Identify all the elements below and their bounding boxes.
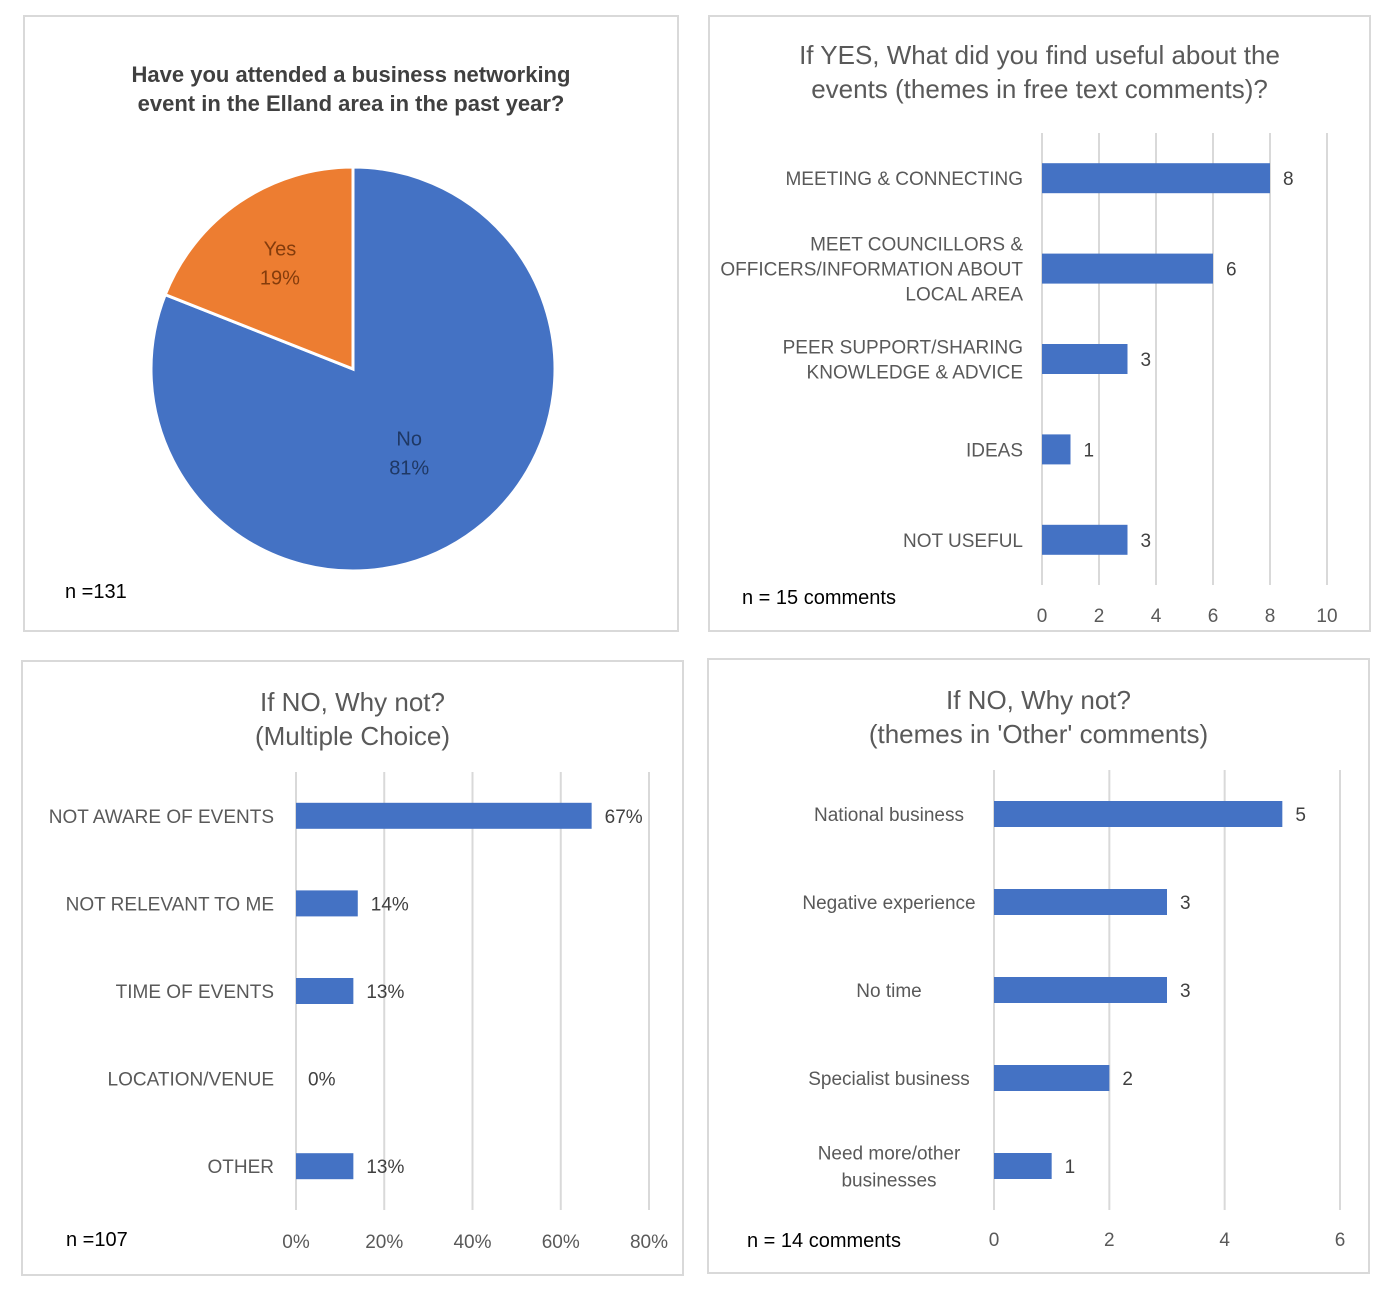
data-label: 3: [1180, 893, 1191, 914]
x-tick-label: 6: [1208, 606, 1219, 627]
category-label: MEETING & CONNECTING: [785, 169, 1023, 190]
category-label: NOT USEFUL: [903, 531, 1023, 552]
category-label: NOT AWARE OF EVENTS: [49, 807, 274, 828]
category-label: KNOWLEDGE & ADVICE: [807, 363, 1023, 384]
x-tick-label: 4: [1151, 606, 1162, 627]
x-tick-label: 10: [1316, 606, 1337, 627]
pie-label-yes: Yes: [264, 238, 297, 260]
chart-title-line-2: (Multiple Choice): [254, 720, 451, 751]
x-tick-label: 0%: [282, 1232, 310, 1253]
category-label: LOCAL AREA: [905, 285, 1023, 306]
category-label: OFFICERS/INFORMATION ABOUT: [720, 260, 1023, 281]
x-tick-label: 6: [1335, 1230, 1346, 1251]
category-label: Negative experience: [802, 893, 975, 914]
sample-size-note: n = 15 comments: [742, 587, 896, 609]
data-label: 1: [1084, 440, 1095, 461]
chart-title: If NO, Why not? (themes in 'Other' comme…: [709, 684, 1368, 752]
data-label: 8: [1283, 169, 1294, 190]
chart-title-line-2: event in the Elland area in the past yea…: [137, 90, 565, 116]
data-label: 1: [1065, 1157, 1076, 1178]
category-label: businesses: [841, 1171, 936, 1192]
x-tick-label: 0: [989, 1230, 1000, 1251]
bar: [994, 1153, 1052, 1179]
bar-chart: 0 2 4 6 5 National business 3 Negative experien…: [802, 770, 1346, 1251]
pie-value-yes: 19%: [260, 267, 300, 289]
category-label: TIME OF EVENTS: [116, 982, 274, 1003]
chart-title-line-1: If NO, Why not?: [946, 685, 1131, 715]
x-tick-label: 80%: [630, 1232, 668, 1253]
chart-title: Have you attended a business networking …: [25, 61, 677, 118]
bar: [1042, 344, 1128, 374]
bar: [1042, 253, 1213, 284]
pie-value-no: 81%: [389, 458, 429, 480]
data-label: 13%: [366, 1157, 404, 1178]
pie-slice-yes: [163, 165, 355, 372]
data-label: 14%: [371, 894, 409, 915]
bar: [1042, 434, 1071, 465]
category-label: Specialist business: [808, 1069, 970, 1090]
pie-chart: No 81% Yes 19%: [149, 165, 557, 573]
data-label: 6: [1226, 260, 1237, 281]
chart-title-line-2: events (themes in free text comments)?: [811, 73, 1268, 104]
category-label: IDEAS: [966, 440, 1023, 461]
bar-chart: 0% 20% 40% 60% 80% 67% NOT AWARE OF EVENTS 14% N…: [49, 772, 668, 1253]
chart-title-line-1: If YES, What did you find useful about t…: [799, 40, 1280, 70]
bar: [296, 802, 592, 829]
bar: [296, 890, 358, 917]
category-label: OTHER: [208, 1157, 275, 1178]
chart-title-line-2: (themes in 'Other' comments): [868, 718, 1209, 749]
x-tick-label: 0: [1037, 606, 1048, 627]
bar: [1042, 163, 1270, 194]
bar: [994, 801, 1283, 827]
bar: [994, 1065, 1110, 1091]
sample-size-note: n = 14 comments: [747, 1230, 901, 1252]
category-label: NOT RELEVANT TO ME: [66, 894, 274, 915]
data-label: 5: [1295, 805, 1306, 826]
data-label: 3: [1141, 531, 1152, 552]
x-tick-label: 2: [1094, 606, 1105, 627]
bar-chart: 0 2 4 6 8 10 8 MEETING & CONNECTING 6 MEET COUNCI…: [720, 133, 1338, 627]
x-tick-label: 40%: [453, 1232, 491, 1253]
data-label: 3: [1141, 350, 1152, 371]
why-not-other-themes-panel: If NO, Why not? (themes in 'Other' comme…: [707, 658, 1370, 1274]
chart-title-line-1: If NO, Why not?: [260, 687, 445, 717]
x-tick-label: 4: [1219, 1230, 1230, 1251]
x-tick-label: 20%: [365, 1232, 403, 1253]
data-label: 2: [1122, 1069, 1133, 1090]
category-label: LOCATION/VENUE: [108, 1070, 274, 1091]
category-label: Need more/other: [818, 1144, 961, 1165]
chart-title: If YES, What did you find useful about t…: [710, 39, 1369, 107]
data-label: 67%: [605, 807, 643, 828]
bar: [994, 889, 1167, 915]
bar: [296, 978, 354, 1004]
sample-size-note: n =107: [66, 1229, 128, 1251]
x-tick-label: 8: [1265, 606, 1276, 627]
pie-label-no: No: [396, 429, 422, 451]
pie-chart-panel: Have you attended a business networking …: [23, 15, 679, 632]
why-not-multiple-choice-panel: If NO, Why not? (Multiple Choice) 0% 20% 4…: [21, 660, 684, 1276]
category-label: No time: [856, 981, 921, 1002]
x-tick-label: 60%: [542, 1232, 580, 1253]
useful-themes-chart-panel: If YES, What did you find useful about t…: [708, 15, 1371, 632]
category-label: MEET COUNCILLORS &: [810, 235, 1023, 256]
bar: [1042, 524, 1128, 555]
sample-size-note: n =131: [65, 581, 127, 603]
chart-title: If NO, Why not? (Multiple Choice): [23, 686, 682, 754]
chart-title-line-1: Have you attended a business networking: [131, 62, 571, 87]
category-label: National business: [814, 805, 964, 826]
data-label: 13%: [366, 982, 404, 1003]
data-label: 3: [1180, 981, 1191, 1002]
bar: [994, 977, 1167, 1003]
data-label: 0%: [308, 1070, 336, 1091]
bar: [296, 1153, 354, 1180]
category-label: PEER SUPPORT/SHARING: [783, 338, 1023, 359]
x-tick-label: 2: [1104, 1230, 1115, 1251]
